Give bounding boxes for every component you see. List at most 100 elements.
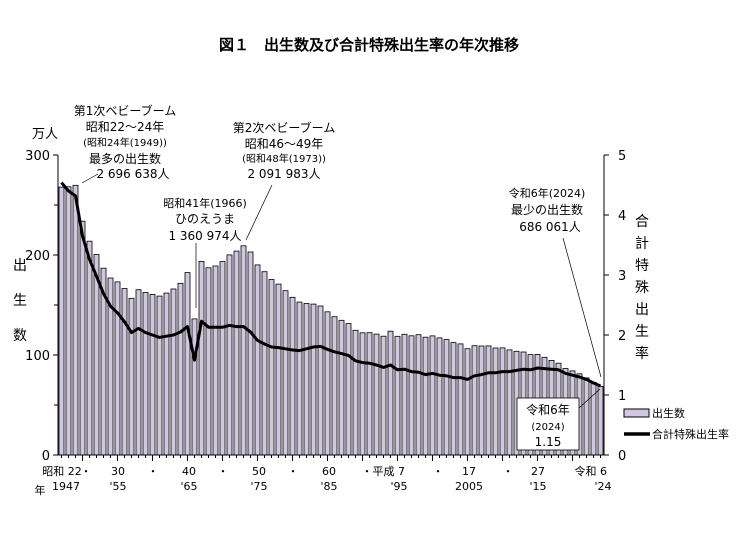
annotation-boom1: 2 696 638人 [96, 167, 169, 181]
annotation-boom1: 昭和22～24年 [86, 120, 165, 134]
bar-1973 [240, 245, 247, 456]
bar-1967 [198, 260, 205, 456]
annotation-boom2: 第2次ベビーブーム [233, 120, 336, 135]
bar-1960 [149, 293, 156, 456]
x-tick-label: 40 [182, 465, 196, 478]
bar-1970 [219, 261, 226, 456]
annotation-boom2: (昭和48年(1973)) [242, 152, 326, 165]
right-axis-label-char: 殊 [635, 280, 649, 296]
left-axis-label-char: 数 [13, 328, 27, 344]
x-tick-label: ・ [433, 465, 444, 478]
bar-1957 [128, 297, 135, 456]
bar-2005 [464, 348, 471, 456]
annotation-boom2: 昭和46～49年 [245, 137, 324, 151]
legend-bar-swatch [623, 408, 650, 418]
right-axis-label-char: 計 [635, 236, 649, 252]
right-axis-label-char: 特 [635, 258, 649, 274]
right-axis-label-char: 出 [635, 302, 649, 318]
bar-1994 [387, 330, 394, 456]
right-tick-label: 1 [618, 389, 626, 404]
bar-1982 [303, 303, 310, 456]
legend-line-label: 合計特殊出生率 [652, 427, 729, 441]
bar-1975 [254, 264, 261, 456]
x-tick-label: 昭和 22 [42, 465, 82, 478]
bar-1999 [422, 336, 429, 456]
tfr-callout-text: 令和6年 [526, 402, 570, 417]
bar-2001 [436, 337, 443, 456]
annotation-boom1: (昭和24年(1949)) [83, 136, 167, 149]
bar-1981 [296, 301, 303, 456]
bar-1996 [401, 333, 408, 456]
legend-bar-label: 出生数 [652, 406, 685, 420]
bar-1976 [261, 271, 268, 456]
bar-1962 [163, 292, 170, 456]
x-tick-label-year: '65 [180, 480, 197, 493]
annotation-hinoe: 昭和41年(1966) [163, 196, 247, 210]
bar-2024 [597, 385, 604, 456]
bar-2010 [499, 347, 506, 456]
bar-1995 [394, 335, 401, 456]
bar-1966 [191, 318, 198, 456]
tfr-callout-box [516, 397, 580, 451]
bar-1950 [79, 220, 86, 456]
bar-1983 [310, 303, 317, 456]
bar-2008 [485, 345, 492, 456]
right-tick-label: 5 [618, 149, 626, 164]
x-tick-label-year: 2005 [455, 480, 483, 493]
x-tick-label-year: '55 [109, 480, 126, 493]
tfr-line [60, 181, 602, 388]
bar-1993 [380, 335, 387, 456]
annotation-boom1: 第1次ベビーブーム [74, 103, 177, 118]
bar-1958 [135, 289, 142, 456]
bar-1985 [324, 311, 331, 456]
bar-1952 [93, 254, 100, 456]
chart-title: 図１ 出生数及び合計特殊出生率の年次推移 [219, 36, 519, 54]
annotation-min: 令和6年(2024) [509, 186, 586, 200]
bar-1987 [338, 319, 345, 456]
annotation-arrow [245, 184, 273, 241]
bar-1959 [142, 291, 149, 456]
bar-1963 [170, 288, 177, 456]
tfr-callout-text: (2024) [531, 422, 564, 433]
right-axis-label-char: 合 [635, 214, 649, 230]
annotation-hinoe: 1 360 974人 [168, 229, 241, 243]
bar-1961 [156, 295, 163, 456]
left-tick-label: 0 [42, 449, 50, 464]
x-tick-label: 30 [111, 465, 125, 478]
left-axis-label-char: 出 [13, 258, 27, 274]
left-unit: 万人 [32, 127, 58, 142]
bar-1984 [317, 305, 324, 456]
x-tick-label: 令和 6 [575, 464, 608, 478]
bar-1947 [58, 186, 65, 456]
x-tick-label-year: '24 [594, 480, 611, 493]
x-tick-label-year: '75 [250, 480, 267, 493]
bar-2011 [506, 349, 513, 456]
annotation-min: 686 061人 [519, 220, 581, 234]
right-axis-label-char: 率 [635, 345, 649, 362]
annotation-arrow [578, 388, 601, 409]
right-axis-label-char: 生 [635, 324, 649, 340]
right-tick-label: 2 [618, 329, 626, 344]
bar-1988 [345, 323, 352, 456]
bar-1948 [65, 186, 72, 456]
tfr-callout-text: 1.15 [535, 435, 562, 449]
x-tick-label: 50 [252, 465, 266, 478]
bar-1969 [212, 265, 219, 456]
x-tick-label: ・平成 7 [362, 465, 406, 478]
annotation-arrow [81, 173, 99, 184]
annotation-boom2: 2 091 983人 [247, 167, 320, 181]
annotation-boom1: 最多の出生数 [89, 151, 161, 166]
x-tick-label: ・ [148, 465, 159, 478]
right-tick-label: 0 [618, 449, 626, 464]
left-tick-label: 100 [25, 349, 50, 364]
annotation-arrow [562, 237, 602, 378]
x-tick-label-year: '95 [390, 480, 407, 493]
bar-1990 [359, 332, 366, 456]
bar-1978 [275, 283, 282, 456]
bar-2007 [478, 345, 485, 456]
x-tick-label: ・ [288, 465, 299, 478]
bar-1992 [373, 333, 380, 456]
x-tick-label: ・ [218, 465, 229, 478]
